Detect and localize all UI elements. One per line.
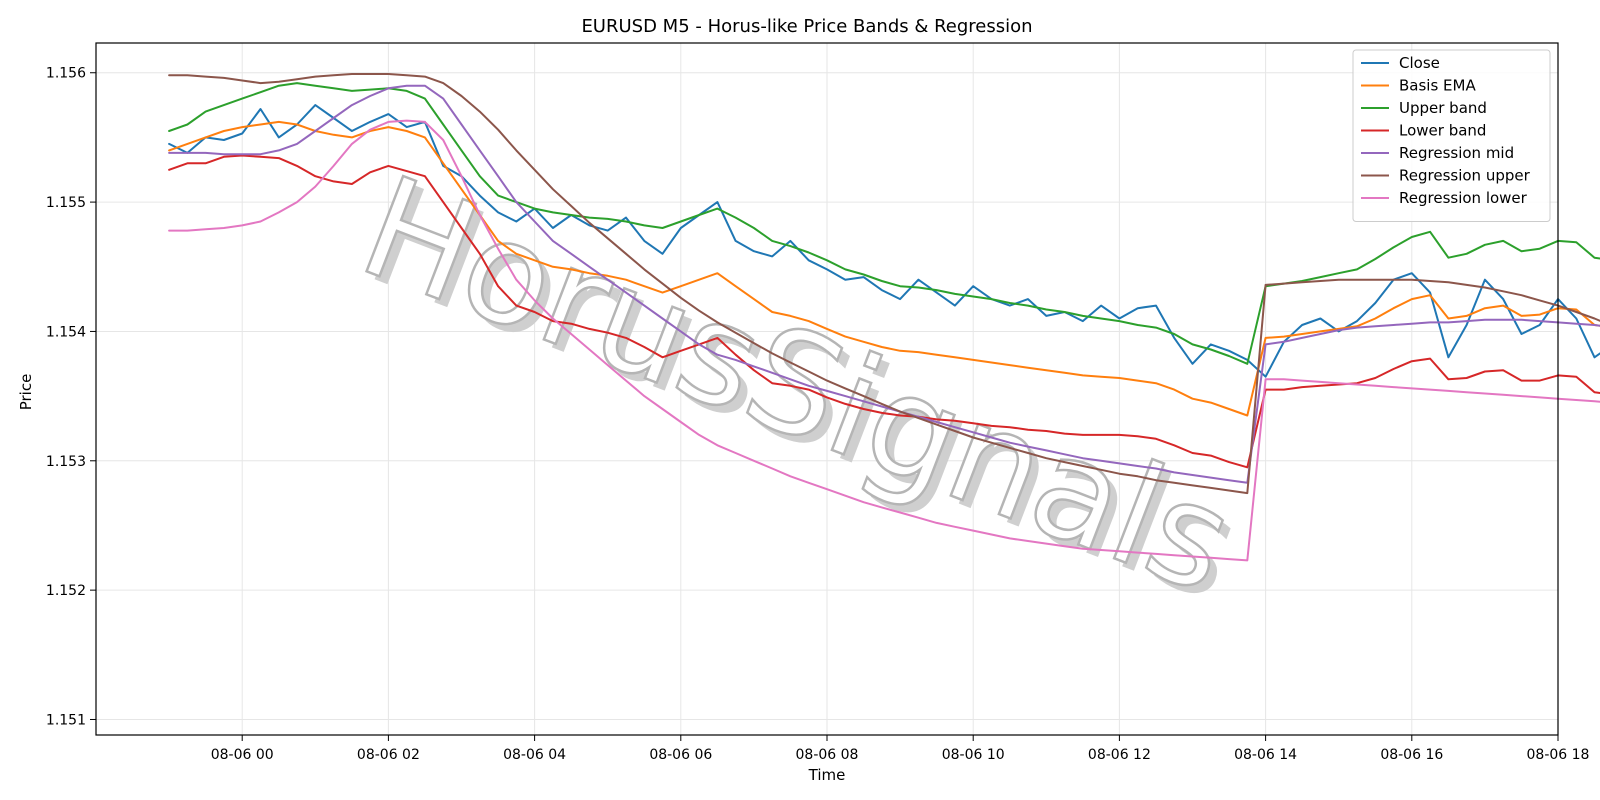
x-tick-label: 08-06 06 <box>649 747 712 763</box>
series-layer <box>168 73 1600 562</box>
y-tick-label: 1.154 <box>46 324 86 340</box>
y-tick-label: 1.153 <box>46 454 86 470</box>
legend-label: Regression lower <box>1399 189 1528 207</box>
y-tick-label: 1.155 <box>46 195 86 211</box>
x-tick-label: 08-06 10 <box>942 747 1005 763</box>
legend-label: Basis EMA <box>1399 77 1476 95</box>
x-tick-label: 08-06 14 <box>1234 747 1297 763</box>
y-tick-label: 1.152 <box>46 583 86 599</box>
series-line-lower-band <box>168 154 1600 469</box>
x-tick-label: 08-06 08 <box>796 747 859 763</box>
series-line-regression-upper <box>168 73 1600 495</box>
x-axis-title: Time <box>808 766 846 784</box>
legend: Close Basis EMA Upper band Lower band Regres… <box>1352 49 1551 222</box>
chart-title: EURUSD M5 - Horus-like Price Bands & Reg… <box>581 16 1032 37</box>
x-tick-label: 08-06 12 <box>1088 747 1151 763</box>
legend-box <box>1352 49 1551 222</box>
legend-label: Close <box>1399 54 1440 72</box>
series-line-regression-mid <box>168 84 1600 484</box>
series-line-basis-ema <box>168 120 1600 417</box>
y-axis-title: Price <box>17 374 35 411</box>
x-tick-label: 08-06 04 <box>503 747 566 763</box>
x-tick-label: 08-06 18 <box>1527 747 1590 763</box>
legend-label: Upper band <box>1399 99 1487 117</box>
series-line-close <box>168 104 1600 378</box>
y-tick-label: 1.156 <box>46 66 86 82</box>
x-axis: 08-06 00 08-06 02 08-06 04 08-06 06 08-06 08… <box>211 735 1590 763</box>
x-tick-label: 08-06 00 <box>211 747 274 763</box>
y-tick-label: 1.151 <box>46 712 86 728</box>
series-line-upper-band <box>168 82 1600 365</box>
x-tick-label: 08-06 16 <box>1380 747 1443 763</box>
legend-label: Lower band <box>1399 122 1486 140</box>
legend-label: Regression upper <box>1399 167 1531 185</box>
legend-label: Regression mid <box>1399 144 1514 162</box>
x-tick-label: 08-06 02 <box>357 747 420 763</box>
series-line-regression-lower <box>168 119 1600 562</box>
y-axis: 1.151 1.152 1.153 1.154 1.155 1.156 <box>46 66 96 728</box>
